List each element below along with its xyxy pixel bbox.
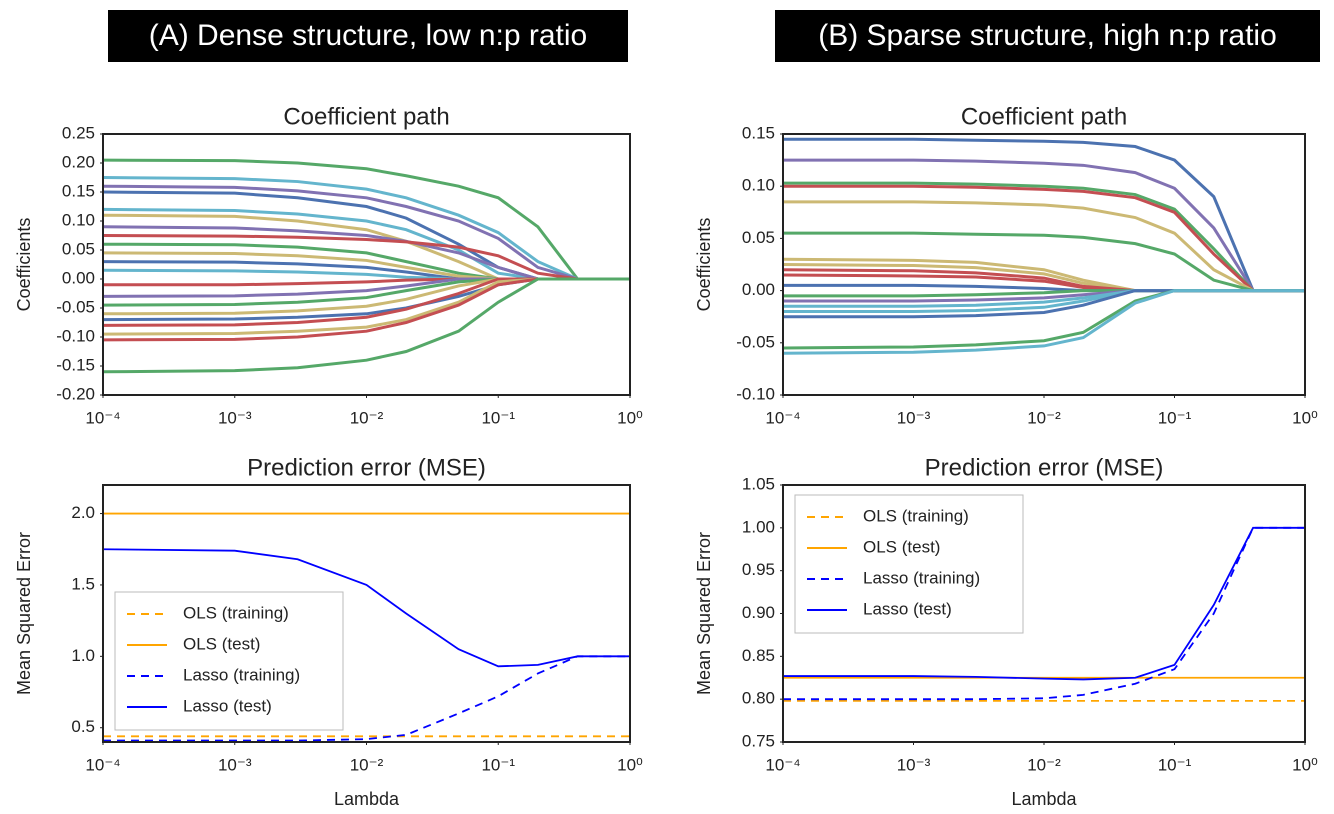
x-axis-label: Lambda — [334, 789, 400, 809]
x-tick-label: 10⁻³ — [897, 408, 931, 427]
x-axis-label: Lambda — [1011, 789, 1077, 809]
plot-frame — [102, 133, 631, 396]
y-tick-label: -0.10 — [736, 384, 775, 403]
legend-label: OLS (test) — [863, 537, 940, 556]
chart-title: Prediction error (MSE) — [925, 454, 1164, 481]
y-tick-label: -0.20 — [56, 384, 95, 403]
y-tick-label: 1.5 — [71, 574, 95, 593]
series-line — [102, 184, 630, 281]
x-tick-label: 10⁻² — [350, 408, 384, 427]
y-tick-label: 0.5 — [71, 717, 95, 736]
x-tick-label: 10⁻² — [350, 755, 384, 774]
y-tick-label: 0.85 — [742, 646, 775, 665]
y-tick-label: 0.10 — [62, 210, 95, 229]
y-tick-label: 1.00 — [742, 517, 775, 536]
y-tick-label: 0.00 — [742, 280, 775, 299]
series-line — [102, 176, 630, 281]
y-axis-label: Coefficients — [14, 218, 34, 312]
series-line — [783, 200, 1305, 293]
x-tick-label: 10⁻² — [1027, 408, 1061, 427]
x-tick-label: 10⁻⁴ — [765, 755, 800, 774]
y-tick-label: 1.05 — [742, 474, 775, 493]
panel-heading-box — [108, 10, 628, 62]
panel-heading: (A) Dense structure, low n:p ratio — [149, 19, 588, 52]
y-axis-label: Mean Squared Error — [14, 532, 34, 695]
y-axis-label: Mean Squared Error — [694, 532, 714, 695]
x-tick-label: 10⁻¹ — [1158, 408, 1192, 427]
series-line — [783, 526, 1305, 681]
x-tick-label: 10⁰ — [1292, 755, 1318, 774]
y-tick-label: 0.95 — [742, 560, 775, 579]
legend-label: Lasso (training) — [183, 665, 300, 684]
series-line — [102, 277, 630, 342]
legend-label: OLS (test) — [183, 634, 260, 653]
x-tick-label: 10⁻³ — [897, 755, 931, 774]
series-line — [783, 158, 1305, 293]
x-tick-label: 10⁻¹ — [481, 755, 515, 774]
y-tick-label: -0.10 — [56, 326, 95, 345]
series-line — [783, 184, 1305, 293]
panel-heading: (B) Sparse structure, high n:p ratio — [818, 19, 1277, 52]
x-tick-label: 10⁻³ — [218, 408, 252, 427]
x-tick-label: 10⁻³ — [218, 755, 252, 774]
series-line — [783, 231, 1305, 293]
y-tick-label: 0.05 — [742, 228, 775, 247]
y-tick-label: 2.0 — [71, 503, 95, 522]
legend-label: Lasso (test) — [863, 599, 952, 618]
legend-label: Lasso (test) — [183, 696, 272, 715]
series-line — [102, 234, 630, 281]
series-line — [783, 137, 1305, 293]
y-axis-label: Coefficients — [694, 218, 714, 312]
x-tick-label: 10⁰ — [617, 755, 643, 774]
plot-frame — [782, 484, 1306, 743]
chart-title: Prediction error (MSE) — [247, 454, 486, 481]
series-line — [102, 277, 630, 374]
y-tick-label: 0.15 — [62, 181, 95, 200]
x-tick-label: 10⁰ — [1292, 408, 1318, 427]
y-tick-label: -0.05 — [56, 297, 95, 316]
series-line — [782, 289, 1305, 355]
plot-frame — [102, 484, 631, 743]
series-line — [102, 548, 630, 668]
y-tick-label: 0.75 — [742, 731, 775, 750]
y-tick-label: 0.15 — [742, 123, 775, 142]
series-line — [783, 526, 1305, 701]
plot-frame — [782, 133, 1306, 396]
series-line — [783, 181, 1305, 293]
y-tick-label: 0.80 — [742, 689, 775, 708]
legend-label: Lasso (training) — [863, 568, 980, 587]
x-tick-label: 10⁰ — [617, 408, 643, 427]
y-tick-label: 0.10 — [742, 176, 775, 195]
chart-title: Coefficient path — [283, 103, 449, 130]
x-tick-label: 10⁻⁴ — [85, 755, 120, 774]
y-tick-label: -0.05 — [736, 332, 775, 351]
y-tick-label: 0.05 — [62, 239, 95, 258]
series-line — [102, 158, 630, 281]
y-tick-label: 0.20 — [62, 152, 95, 171]
legend-label: OLS (training) — [183, 603, 289, 622]
chart-title: Coefficient path — [961, 103, 1127, 130]
x-tick-label: 10⁻¹ — [481, 408, 515, 427]
y-tick-label: -0.15 — [56, 355, 95, 374]
legend-label: OLS (training) — [863, 506, 969, 525]
x-tick-label: 10⁻¹ — [1158, 755, 1192, 774]
x-tick-label: 10⁻² — [1027, 755, 1061, 774]
x-tick-label: 10⁻⁴ — [765, 408, 800, 427]
y-tick-label: 0.00 — [62, 268, 95, 287]
y-tick-label: 0.90 — [742, 603, 775, 622]
y-tick-label: 1.0 — [71, 646, 95, 665]
x-tick-label: 10⁻⁴ — [85, 408, 120, 427]
y-tick-label: 0.25 — [62, 123, 95, 142]
panel-heading-box — [775, 10, 1320, 62]
